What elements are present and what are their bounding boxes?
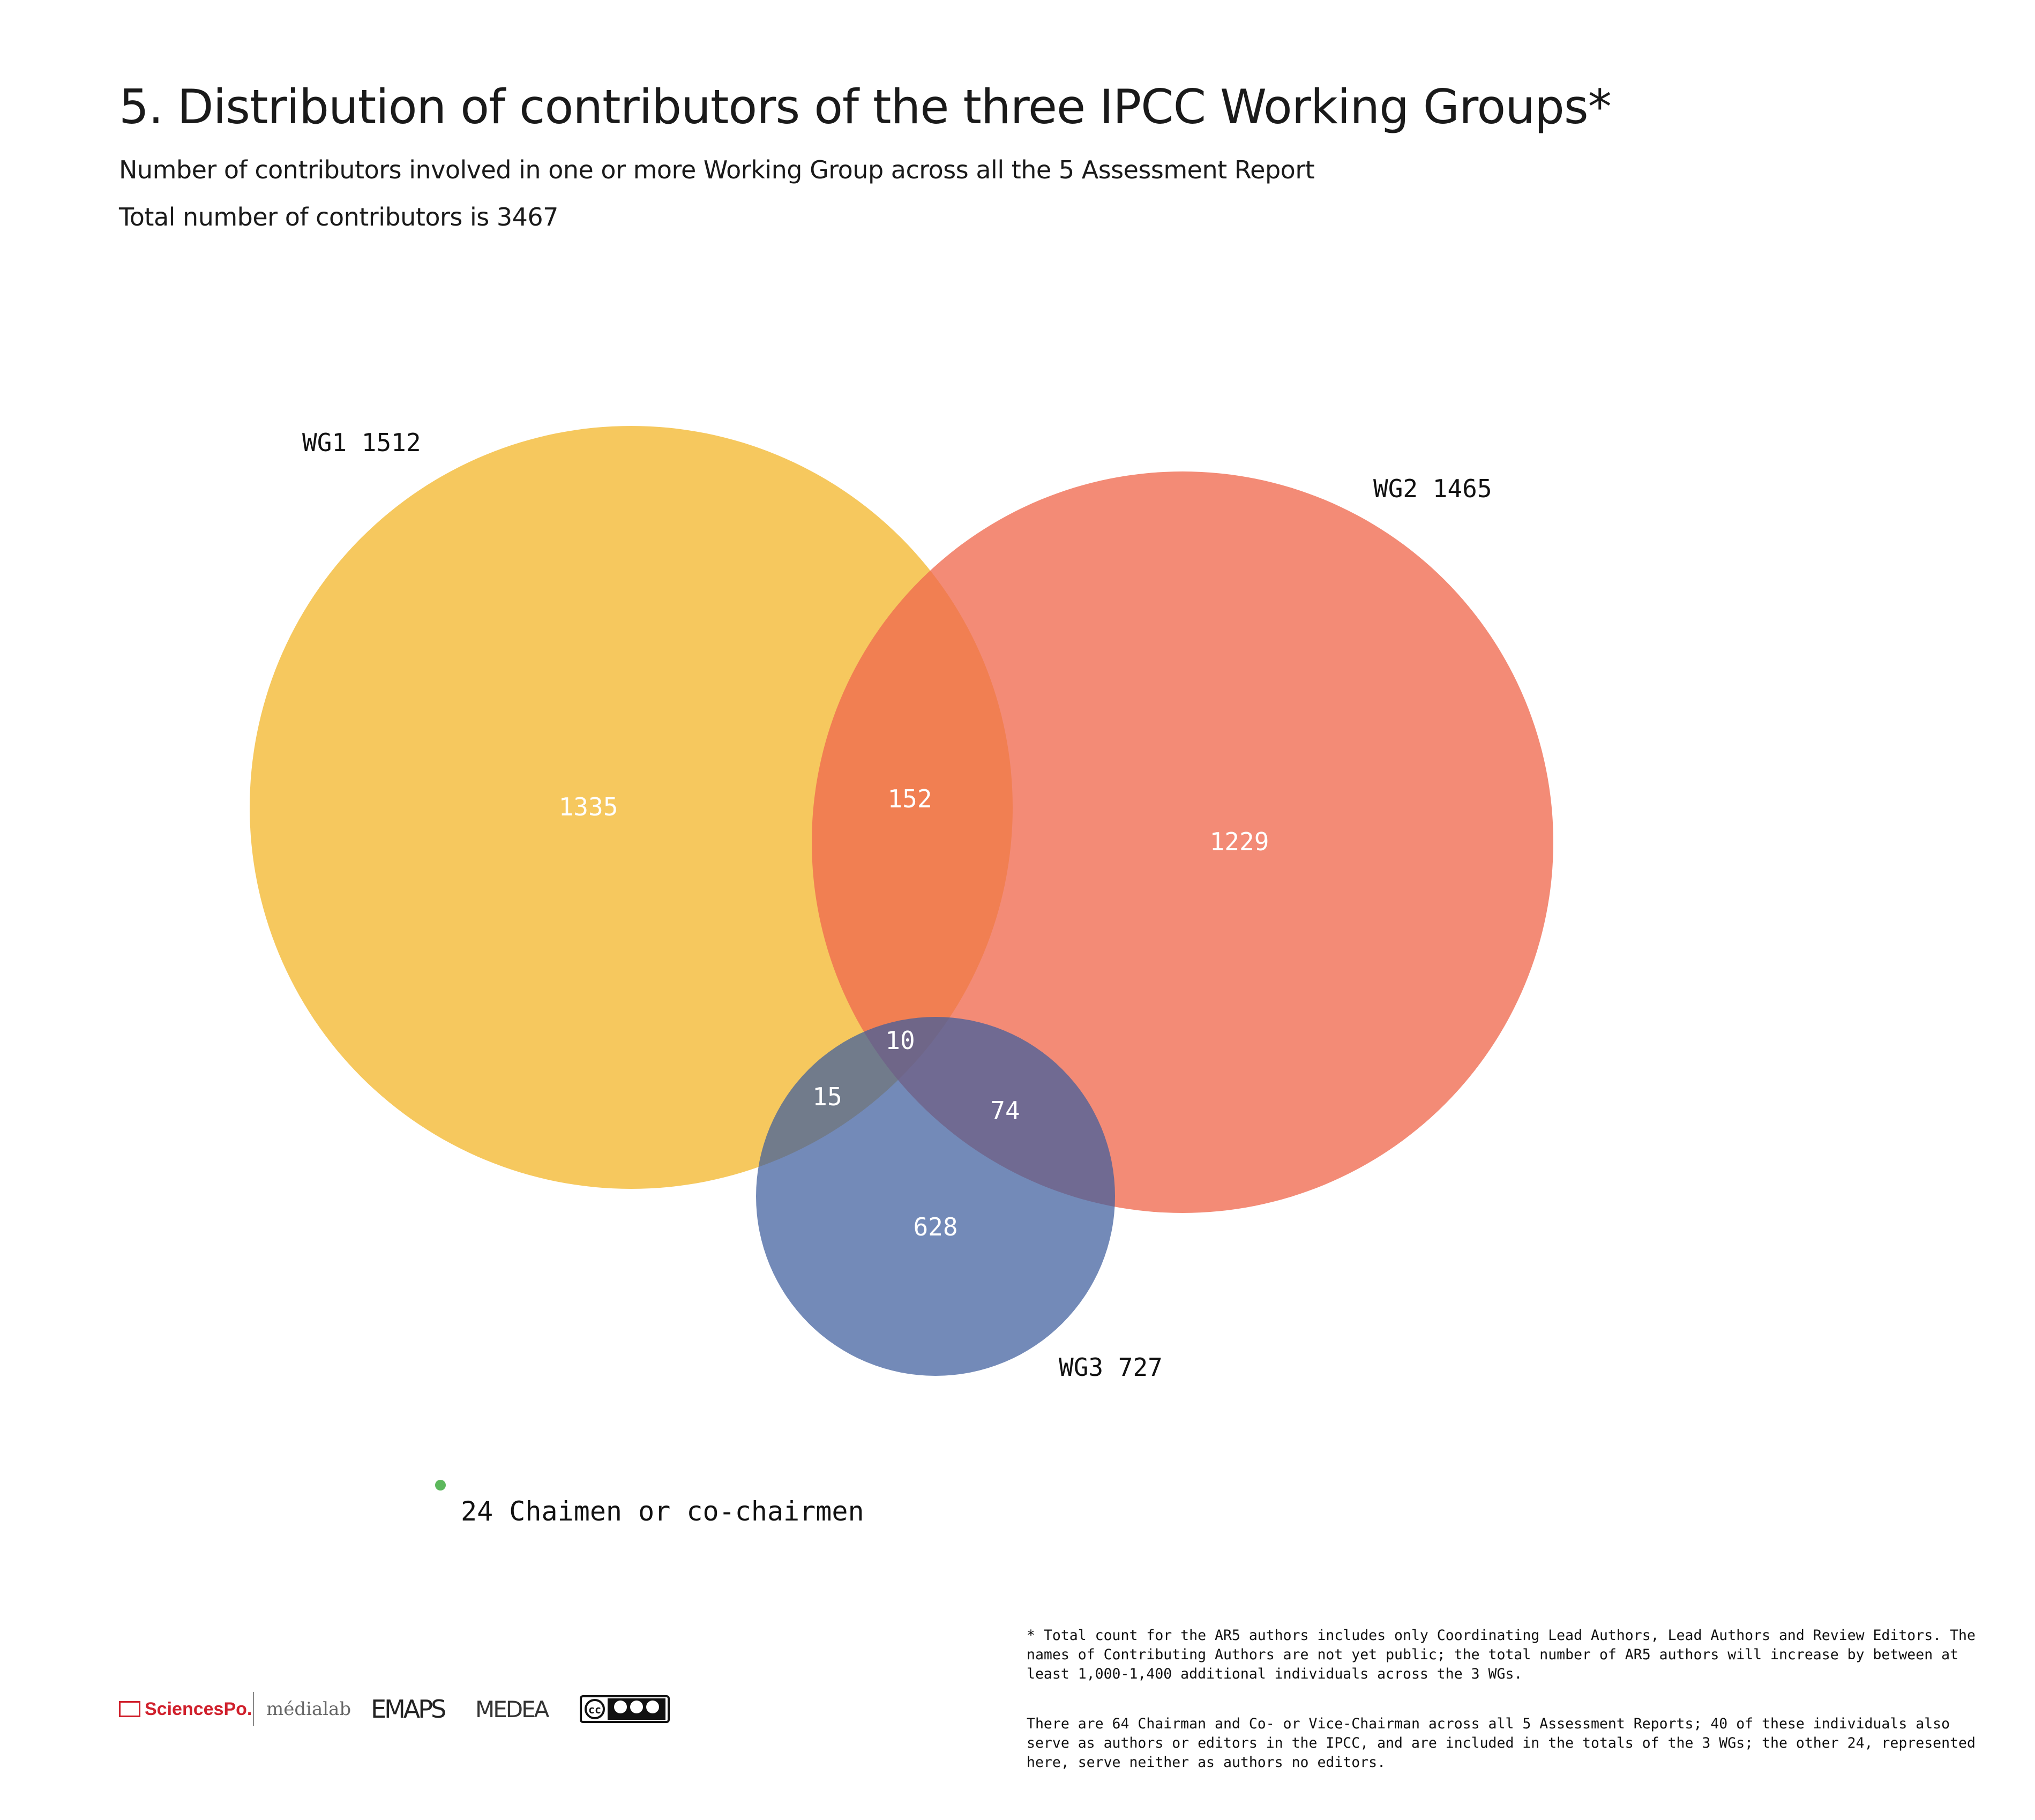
wg2-circle [812,471,1553,1213]
region-wg1-only: 1335 [559,792,618,821]
region-wg2-wg3: 74 [990,1096,1020,1125]
logo-divider [253,1692,254,1726]
chart-subtitle: Number of contributors involved in one o… [119,155,1315,184]
region-wg3-only: 628 [913,1212,957,1241]
chairmen-dot [435,1480,446,1491]
footnote-authors: * Total count for the AR5 authors includ… [1027,1627,1976,1682]
region-all-three: 10 [885,1026,915,1055]
region-wg2-only: 1229 [1210,827,1269,856]
chart-total: Total number of contributors is 3467 [119,203,558,231]
wg3-label: WG3 727 [1059,1353,1163,1382]
wg1-label: WG1 1512 [302,428,421,457]
sciencespo-mark-icon [119,1701,140,1717]
sciencespo-logo: SciencesPo. [119,1688,252,1731]
emaps-logo: EMAPS [371,1695,446,1724]
chart-title: 5. Distribution of contributors of the t… [119,79,1612,134]
wg3-circle [756,1017,1115,1376]
svg-text:cc: cc [588,1703,601,1716]
footnote-chairmen: There are 64 Chairman and Co- or Vice-Ch… [1027,1716,1976,1771]
chairmen-label: 24 Chaimen or co-chairmen [461,1496,864,1527]
wg1-circle [250,426,1013,1189]
region-wg1-wg3: 15 [812,1082,842,1111]
wg2-label: WG2 1465 [1373,474,1492,503]
sciencespo-logo-text: SciencesPo. [145,1698,252,1719]
medea-logo: MEDEA [475,1696,549,1722]
medialab-logo: médialab [266,1698,351,1720]
region-wg1-wg2: 152 [887,784,932,813]
creative-commons-icon: cc [580,1695,670,1723]
